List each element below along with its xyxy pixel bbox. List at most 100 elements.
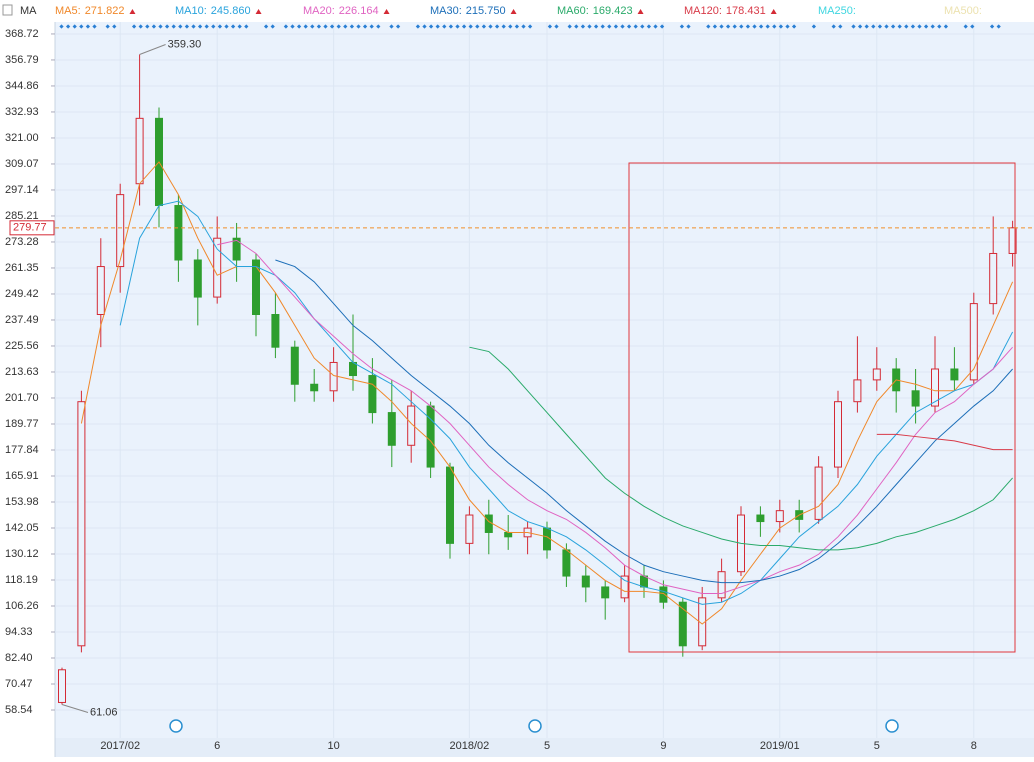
event-dot <box>112 24 117 29</box>
y-tick-label: 332.93 <box>5 106 39 118</box>
y-tick-label: 130.12 <box>5 548 39 560</box>
candle-body <box>174 205 183 261</box>
candle-body <box>853 379 862 403</box>
event-dot <box>211 24 216 29</box>
event-dot <box>197 24 203 29</box>
y-tick-label: 106.26 <box>5 600 39 612</box>
y-tick-label: 58.54 <box>5 704 33 716</box>
plot-area <box>55 22 1034 738</box>
x-tick-label: 2019/01 <box>760 740 800 752</box>
event-dot <box>244 24 249 29</box>
candle-body <box>96 266 105 316</box>
candle-body <box>678 601 687 647</box>
legend-name: MA10: <box>175 5 207 17</box>
x-tick-label: 5 <box>544 740 550 752</box>
y-tick-label: 118.19 <box>5 574 38 586</box>
candle-body <box>252 259 260 316</box>
legend-name: MA500: <box>944 5 982 17</box>
event-icon[interactable] <box>885 719 899 733</box>
candle-body <box>1008 227 1017 254</box>
y-tick-label: 213.63 <box>5 366 39 378</box>
legend-trend-icon <box>770 9 777 14</box>
candle-body <box>271 314 280 348</box>
annotation-leader <box>61 704 89 713</box>
candle-body <box>193 259 202 298</box>
legend-trend-icon <box>510 9 517 14</box>
event-dot <box>191 24 196 29</box>
y-tick-label: 249.42 <box>5 288 39 300</box>
event-icon[interactable] <box>169 719 183 733</box>
candle-body <box>659 586 668 603</box>
legend-name: MA250: <box>818 5 856 17</box>
y-tick-label: 261.35 <box>5 262 39 274</box>
y-tick-label: 237.49 <box>5 314 39 326</box>
candle-body <box>329 361 338 392</box>
y-tick-label: 82.40 <box>5 652 33 664</box>
indicator-name[interactable]: MA <box>20 5 37 17</box>
y-tick-label: 165.91 <box>5 470 39 482</box>
candle-body <box>834 401 842 468</box>
legend-trend-icon <box>637 9 644 14</box>
y-tick-label: 285.21 <box>5 210 39 222</box>
x-tick-label: 6 <box>214 740 220 752</box>
candle-body <box>446 466 454 544</box>
x-tick-label: 5 <box>874 740 880 752</box>
y-tick-label: 94.33 <box>5 626 33 638</box>
x-tick-label: 2017/02 <box>100 740 140 752</box>
legend-name: MA5: <box>55 5 81 17</box>
candle-body <box>775 510 784 523</box>
event-dot <box>184 24 190 29</box>
candle-body <box>620 575 629 599</box>
legend-trend-icon <box>383 9 390 14</box>
legend-value: 245.860 <box>211 5 251 17</box>
legend-value: 178.431 <box>726 5 766 17</box>
event-dot <box>158 24 163 29</box>
annotation-label: 61.06 <box>90 706 118 718</box>
legend-name: MA60: <box>557 5 589 17</box>
candle-body <box>116 194 125 268</box>
ma-line <box>217 239 1013 594</box>
candle-body <box>969 303 978 381</box>
legend-value: 226.164 <box>339 5 379 17</box>
y-tick-label: 321.00 <box>5 132 39 144</box>
ma-line <box>876 433 1013 451</box>
y-tick-label: 273.28 <box>5 236 39 248</box>
candle-body <box>77 401 86 647</box>
candle-body <box>387 412 396 446</box>
event-dot <box>105 24 110 29</box>
y-tick-label: 70.47 <box>5 678 33 690</box>
candle-body <box>601 586 610 599</box>
event-icons <box>169 719 899 733</box>
y-tick-label: 142.05 <box>5 522 39 534</box>
event-dot <box>204 24 209 29</box>
event-dot <box>164 24 170 29</box>
legend-value: 215.750 <box>466 5 506 17</box>
candle-body <box>290 346 299 385</box>
selection-box[interactable] <box>628 162 1016 653</box>
y-tick-label: 177.84 <box>5 444 39 456</box>
candle-body <box>407 405 416 446</box>
candle-body <box>950 368 959 381</box>
x-axis-band <box>55 738 1034 757</box>
candle-body <box>213 237 222 298</box>
ma-line <box>275 259 1013 584</box>
event-dot <box>217 24 223 29</box>
y-tick-label: 309.07 <box>5 158 39 170</box>
y-tick-label: 368.72 <box>5 28 39 40</box>
candle-body <box>931 368 939 407</box>
annotation-label: 359.30 <box>168 38 202 50</box>
indicator-toggle[interactable] <box>2 4 13 16</box>
event-dot <box>65 24 71 29</box>
y-tick-label: 189.77 <box>5 418 39 430</box>
event-dot <box>230 24 236 29</box>
x-tick-label: 10 <box>327 740 339 752</box>
candle-body <box>581 575 590 588</box>
candle-body <box>426 405 435 468</box>
legend-name: MA20: <box>303 5 335 17</box>
candle-body <box>872 368 881 381</box>
event-dot <box>59 24 64 29</box>
event-icon[interactable] <box>528 719 542 733</box>
candle-body <box>814 466 823 520</box>
y-tick-label: 356.79 <box>5 54 39 66</box>
